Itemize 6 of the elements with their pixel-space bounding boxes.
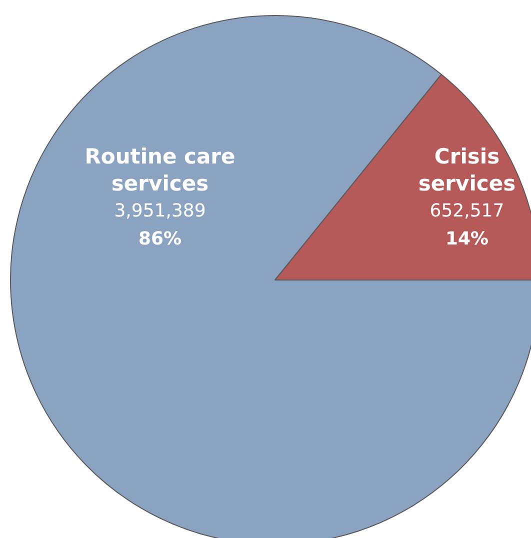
slice-label: Routine care services: [84, 144, 236, 196]
text: 86%: [138, 228, 182, 250]
text: 14%: [445, 228, 489, 250]
data-label: 3,951,389: [114, 200, 206, 222]
slice-label: Crisis services: [418, 144, 516, 196]
data-label: 652,517: [430, 200, 504, 222]
